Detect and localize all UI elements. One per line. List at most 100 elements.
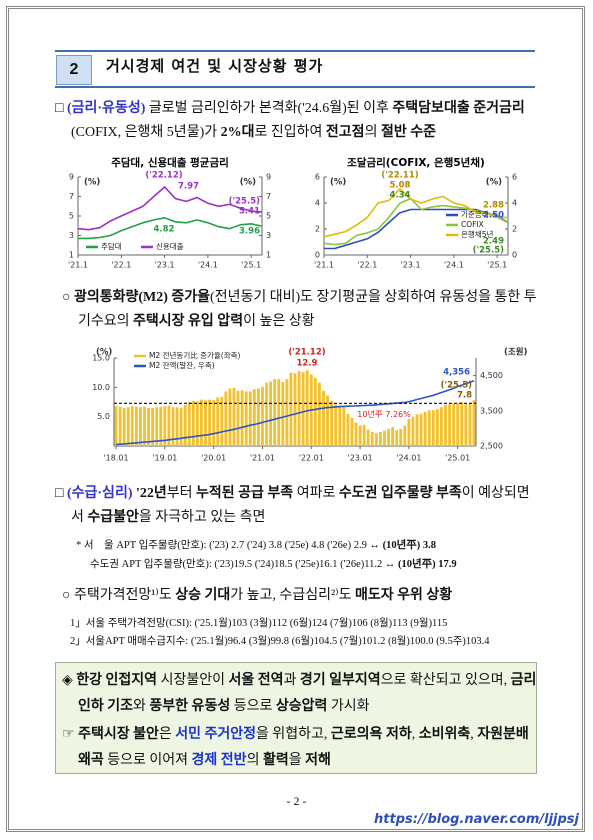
summary-box [55, 662, 537, 774]
text-run: 이 높은 상황 [243, 314, 315, 329]
legend-label: 주담대 [101, 241, 122, 251]
line-series [115, 379, 475, 446]
footnote: * 서 울 APT 입주물량(만호): ('23) 2.7 ('24) 3.8 … [76, 536, 436, 555]
bar [395, 430, 399, 446]
tick-label: 6 [512, 173, 517, 182]
annotation: (%) [240, 178, 256, 188]
bar [155, 407, 159, 446]
x-tick-label: '18.01 [103, 454, 128, 463]
annotation: 2.49 [483, 237, 504, 247]
text-run: 1」서울 주택가격전망(CSI): ('25.1월)103 (3월)112 (6… [70, 618, 448, 629]
text-run: 시장불안이 [157, 673, 229, 688]
chart: 조달금리(COFIX, 은행5년채) 0 2 4 6 0 2 4 6 '21.1 '22.1 '23.… [314, 156, 517, 270]
bar [163, 406, 167, 446]
bar [440, 407, 443, 446]
bar [423, 411, 427, 446]
text-run: 수도권 입주물량 부족 [338, 486, 462, 501]
bar [147, 407, 150, 446]
chart-title: 주담대, 신용대출 평균금리 [111, 156, 229, 169]
text-run: 한강 인접지역 [76, 673, 158, 688]
text-run: 저해 [305, 753, 331, 768]
text-run: 와 [133, 699, 150, 714]
text-run: 주택시장 유입 압력 [133, 314, 244, 329]
bar [212, 400, 216, 446]
text-run: 주택시장 불안 [78, 727, 159, 742]
text-run: 가시화 [327, 699, 370, 714]
text-run: 상승압력 [275, 699, 328, 714]
text-run: 을 [288, 753, 306, 768]
x-tick-label: '22.1 [357, 261, 377, 270]
text-run: 경기 일부지역 [299, 673, 381, 688]
bar [354, 422, 358, 446]
text-run: 2%대 [220, 125, 255, 140]
bar [216, 397, 220, 446]
legend-label: M2 잔액(말잔, 우축) [149, 360, 215, 370]
line-series [323, 187, 509, 238]
annotation: 12.9 [297, 359, 318, 369]
bar [281, 382, 285, 446]
text-run: 소비위축 [418, 727, 471, 742]
bar [338, 405, 342, 446]
paragraph: □ (수급·심리) '22년부터 누적된 공급 부족 여파로 수도권 입주물량 … [55, 482, 541, 530]
annotation: 7.8 [457, 391, 472, 401]
tick-label: 7 [69, 192, 74, 201]
bar [317, 382, 321, 446]
text-run: 수급불안 [87, 510, 139, 525]
summary-paragraph: ◈ 한강 인접지역 시장불안이 서울 전역과 경기 일부지역으로 확산되고 있으… [62, 668, 540, 720]
text-run: 수도권 APT 입주물량(만호): ('23)19.5 ('24)18.5 ('… [90, 559, 398, 570]
tick-label: 0 [512, 251, 517, 260]
bar [468, 403, 472, 446]
paragraph: ○ 주택가격전망¹⁾도 상승 기대가 높고, 수급심리²⁾도 매도자 우위 상황 [62, 584, 548, 608]
text-run: (10년平) 17.9 [397, 559, 457, 570]
bar [313, 377, 317, 446]
bar [151, 407, 155, 446]
bar [305, 370, 309, 446]
text-run: □ [55, 101, 67, 116]
bar [159, 406, 163, 446]
bar [374, 433, 378, 446]
bar [435, 409, 439, 446]
annotation: (%) [330, 178, 346, 188]
text-run: 의 [364, 125, 381, 140]
bar [334, 404, 338, 446]
tick-label: 9 [69, 173, 74, 182]
bar [378, 431, 382, 446]
x-tick-label: '21.1 [314, 261, 334, 270]
bar [370, 431, 374, 446]
x-tick-label: '20.01 [201, 454, 226, 463]
x-tick-label: '24.1 [198, 261, 218, 270]
line-series [324, 208, 509, 250]
annotation: 5.08 [390, 181, 411, 191]
section-number: 2 [56, 55, 92, 85]
x-tick-label: '21.01 [250, 454, 275, 463]
x-tick-label: '24.01 [396, 454, 421, 463]
x-tick-label: '22.01 [299, 454, 324, 463]
text-run: 등으로 [230, 699, 276, 714]
text-run: '22년 [135, 486, 167, 501]
tick-label: 9 [266, 173, 271, 182]
annotation: 2.88 [483, 201, 504, 211]
bar [143, 406, 146, 446]
footnote: 1」서울 주택가격전망(CSI): ('25.1월)103 (3월)112 (6… [70, 614, 447, 633]
bar [252, 389, 256, 446]
text-run: (10년平) 3.8 [382, 540, 436, 551]
text-run: 이 예상되면서 [71, 486, 530, 525]
text-run: 서민 주거안정 [175, 727, 257, 742]
bar [126, 407, 130, 446]
bar [452, 403, 456, 446]
text-run: 으로 확산되고 있으며, [380, 673, 511, 688]
bar [179, 407, 183, 446]
annotation: 5.41 [239, 207, 260, 217]
bar [358, 425, 362, 446]
bar [293, 373, 297, 446]
text-run: 글로벌 금리인하가 본격화('24.6월)된 이후 [145, 101, 393, 116]
bar [411, 416, 415, 446]
text-run: 매도자 우위 상황 [354, 588, 453, 603]
bar [200, 399, 203, 446]
tick-label: 3 [69, 231, 74, 240]
tick-label: 3 [266, 231, 271, 240]
tick-label: 7 [266, 192, 271, 201]
tick-label: 1 [69, 251, 74, 260]
bar [269, 381, 273, 446]
